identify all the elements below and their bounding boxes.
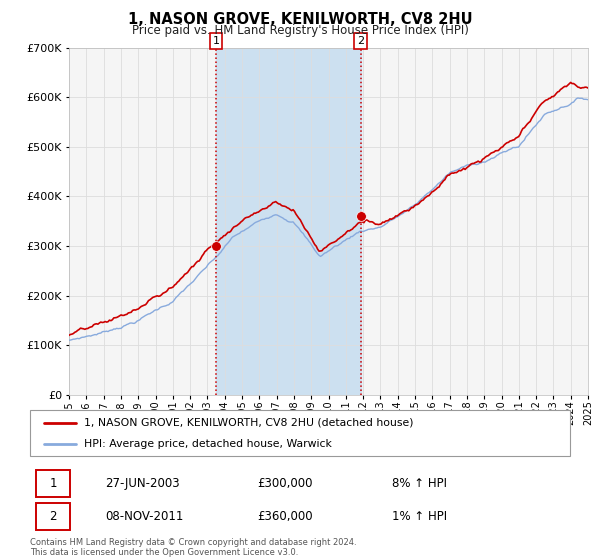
Text: £360,000: £360,000 xyxy=(257,510,313,524)
Text: Price paid vs. HM Land Registry's House Price Index (HPI): Price paid vs. HM Land Registry's House … xyxy=(131,24,469,37)
FancyBboxPatch shape xyxy=(30,410,570,456)
Text: £300,000: £300,000 xyxy=(257,477,312,490)
Text: Contains HM Land Registry data © Crown copyright and database right 2024.
This d: Contains HM Land Registry data © Crown c… xyxy=(30,538,356,557)
Text: 27-JUN-2003: 27-JUN-2003 xyxy=(106,477,180,490)
Bar xyxy=(216,48,361,395)
Text: HPI: Average price, detached house, Warwick: HPI: Average price, detached house, Warw… xyxy=(84,439,332,449)
Text: 08-NOV-2011: 08-NOV-2011 xyxy=(106,510,184,524)
Text: 1: 1 xyxy=(212,36,220,46)
Text: 1, NASON GROVE, KENILWORTH, CV8 2HU: 1, NASON GROVE, KENILWORTH, CV8 2HU xyxy=(128,12,472,27)
Text: 2: 2 xyxy=(357,36,364,46)
Text: 1: 1 xyxy=(49,477,57,490)
Text: 2: 2 xyxy=(49,510,57,524)
Text: 1% ↑ HPI: 1% ↑ HPI xyxy=(392,510,447,524)
Text: 1, NASON GROVE, KENILWORTH, CV8 2HU (detached house): 1, NASON GROVE, KENILWORTH, CV8 2HU (det… xyxy=(84,418,413,428)
FancyBboxPatch shape xyxy=(37,503,70,530)
Text: 8% ↑ HPI: 8% ↑ HPI xyxy=(392,477,447,490)
FancyBboxPatch shape xyxy=(37,470,70,497)
